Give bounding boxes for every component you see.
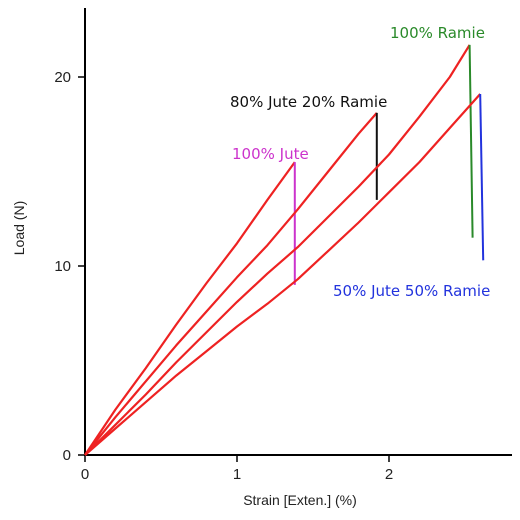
series-label-2: 100% Ramie (390, 24, 485, 42)
x-tick-label: 1 (233, 466, 241, 483)
y-tick-label: 0 (63, 447, 71, 464)
y-tick-label: 10 (54, 258, 71, 275)
series-curve-2 (84, 44, 471, 456)
x-tick-label: 2 (385, 466, 393, 483)
y-axis-title: Load (N) (11, 201, 27, 255)
y-tick-label: 20 (54, 69, 71, 86)
series-curve-3 (84, 93, 482, 456)
series-label-3: 50% Jute 50% Ramie (333, 282, 490, 300)
series-labels: 100% Jute 80% Jute 20% Ramie 100% Ramie 50%… (230, 24, 490, 300)
series-drop-2 (468, 44, 474, 238)
x-axis-title: Strain [Exten.] (%) (243, 492, 357, 508)
x-tick-label: 0 (81, 466, 89, 483)
curves (84, 44, 485, 456)
series-label-1: 80% Jute 20% Ramie (230, 93, 387, 111)
series-drop-3 (479, 93, 485, 261)
series-label-0: 100% Jute (232, 145, 309, 163)
series-curve-0 (84, 161, 296, 456)
series-curve-1 (84, 112, 378, 456)
axes (84, 8, 512, 456)
